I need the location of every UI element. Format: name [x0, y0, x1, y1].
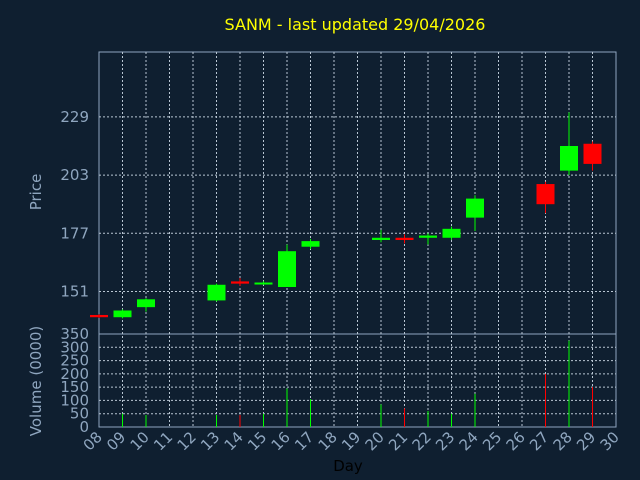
day-tick-label: 14: [221, 428, 247, 454]
candle-body: [278, 251, 296, 287]
day-tick-label: 18: [315, 428, 341, 454]
day-tick-label: 10: [127, 428, 153, 454]
volume-tick-label: 100: [60, 391, 89, 409]
candle-body: [137, 299, 155, 308]
day-tick-label: 22: [409, 428, 435, 454]
day-tick-label: 17: [291, 428, 317, 454]
day-tick-label: 29: [573, 428, 599, 454]
day-tick-label: 28: [550, 428, 576, 454]
candle-body: [466, 198, 484, 218]
candle-body: [207, 284, 226, 301]
chart-title: SANM - last updated 29/04/2026: [225, 15, 486, 34]
day-tick-label: 25: [479, 428, 505, 454]
candle-body: [583, 143, 602, 164]
day-tick-label: 15: [244, 428, 270, 454]
day-axis-ticks: 0809101112131415161718192021222324252627…: [80, 428, 623, 454]
volume-tick-label: 150: [60, 378, 89, 396]
day-tick-label: 19: [338, 428, 364, 454]
volume-axis-label: Volume (0000): [27, 326, 45, 436]
candle-body: [419, 235, 437, 238]
x-axis-label: Day: [333, 457, 363, 475]
day-tick-label: 12: [174, 428, 200, 454]
candle-body: [254, 282, 273, 285]
candle-body: [231, 281, 249, 284]
day-tick-label: 16: [268, 428, 294, 454]
price-axis-label: Price: [27, 174, 45, 211]
price-tick-label: 151: [60, 282, 89, 300]
price-tick-label: 203: [60, 166, 89, 184]
price-tick-label: 229: [60, 108, 89, 126]
candle-body: [536, 184, 555, 205]
volume-tick-label: 350: [60, 325, 89, 343]
day-tick-label: 09: [103, 428, 129, 454]
volume-tick-label: 200: [60, 365, 89, 383]
candle-body: [301, 241, 320, 247]
volume-tick-label: 0: [79, 418, 89, 436]
day-tick-label: 20: [362, 428, 388, 454]
price-tick-label: 177: [60, 224, 89, 242]
day-tick-label: 11: [150, 428, 176, 454]
candle-body: [442, 228, 461, 238]
volume-tick-label: 50: [70, 405, 89, 423]
day-tick-label: 27: [526, 428, 552, 454]
day-tick-label: 13: [197, 428, 223, 454]
price-candles: [90, 112, 602, 319]
day-tick-label: 21: [385, 428, 411, 454]
candle-body: [395, 237, 414, 240]
candle-body: [90, 314, 108, 318]
candle-body: [113, 310, 132, 318]
day-tick-label: 26: [503, 428, 529, 454]
volume-tick-label: 300: [60, 338, 89, 356]
candle-body: [560, 146, 578, 171]
day-tick-label: 30: [597, 428, 623, 454]
day-tick-label: 24: [456, 428, 482, 454]
candle-body: [372, 237, 390, 240]
day-tick-label: 23: [432, 428, 458, 454]
volume-bars: [122, 340, 593, 427]
grid-lines: [99, 52, 616, 427]
volume-tick-label: 250: [60, 352, 89, 370]
price-axis-ticks: 151 177 203 229: [60, 108, 89, 301]
